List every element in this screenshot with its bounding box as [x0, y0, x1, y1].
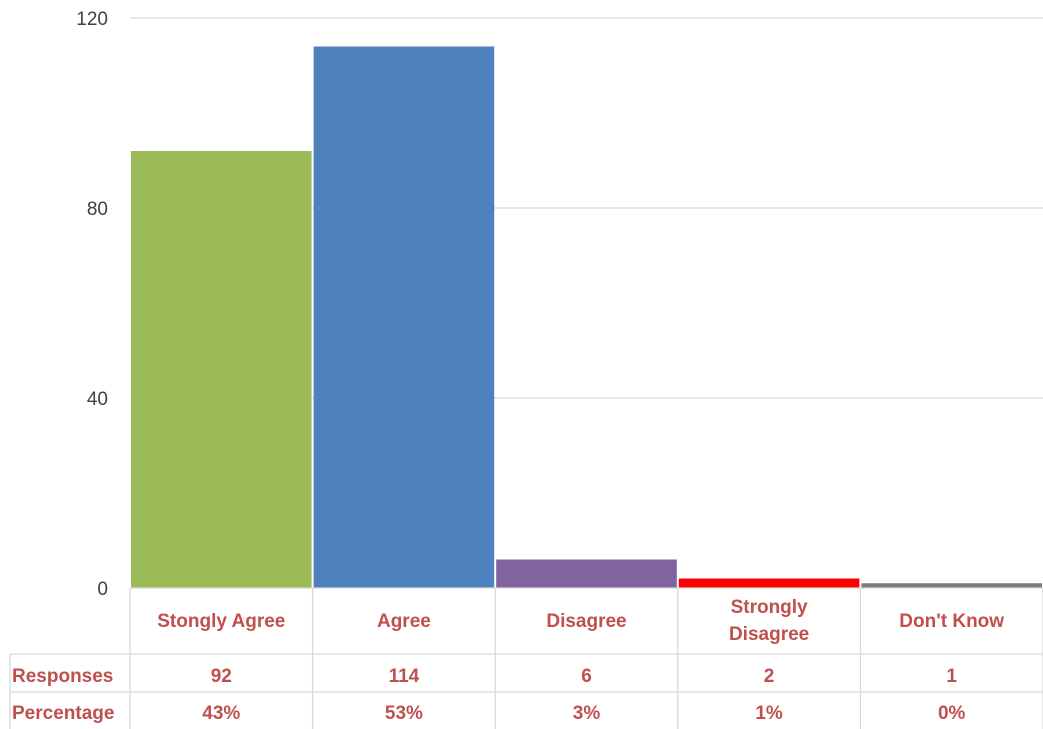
- table-row-header: Percentage: [12, 703, 114, 724]
- data-label: 92: [211, 666, 232, 687]
- y-tick-label: 120: [76, 9, 108, 30]
- data-label: 1: [946, 666, 957, 687]
- data-label: 114: [389, 666, 420, 687]
- bar: [861, 583, 1042, 588]
- x-tick-label: Strongly Disagree: [729, 597, 809, 645]
- bar: [313, 46, 495, 588]
- table-row-header: Responses: [12, 666, 113, 687]
- x-tick-label: Don't Know: [899, 611, 1004, 632]
- bar: [496, 559, 677, 588]
- y-axis: 0 40 80 120: [76, 9, 108, 600]
- bar: [131, 151, 312, 588]
- y-tick-label: 80: [87, 199, 108, 220]
- x-tick-label: Agree: [377, 611, 431, 632]
- x-tick-label: Disagree: [546, 611, 626, 632]
- data-label: 1%: [755, 703, 783, 724]
- x-tick-label: Stongly Agree: [157, 611, 285, 632]
- y-tick-label: 0: [97, 579, 108, 600]
- bars: [131, 46, 1042, 588]
- y-tick-label: 40: [87, 389, 108, 410]
- data-label: 0%: [938, 703, 966, 724]
- data-label: 2: [764, 666, 775, 687]
- data-table: Stongly Agree Agree Disagree Strongly Disagr…: [9, 587, 1043, 729]
- data-label: 53%: [385, 703, 423, 724]
- data-label: 6: [581, 666, 592, 687]
- data-label: 3%: [573, 703, 601, 724]
- data-label: 43%: [202, 703, 240, 724]
- bar: [678, 578, 860, 588]
